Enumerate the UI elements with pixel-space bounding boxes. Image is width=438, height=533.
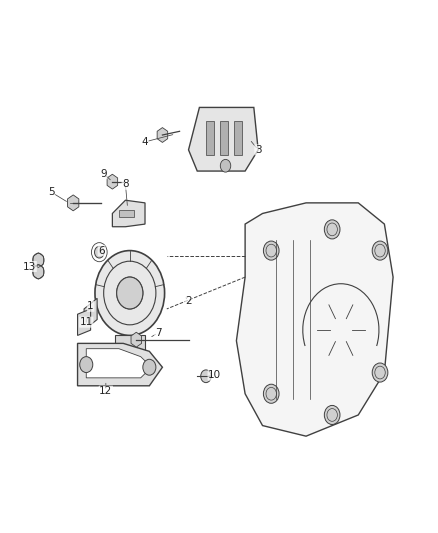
Polygon shape bbox=[188, 108, 258, 171]
Circle shape bbox=[324, 220, 340, 239]
Circle shape bbox=[372, 241, 388, 260]
Circle shape bbox=[80, 357, 93, 373]
Polygon shape bbox=[237, 203, 393, 436]
Polygon shape bbox=[86, 349, 152, 378]
Text: 3: 3 bbox=[255, 145, 261, 155]
Circle shape bbox=[324, 406, 340, 424]
Circle shape bbox=[117, 277, 143, 309]
Text: 6: 6 bbox=[98, 246, 105, 256]
Circle shape bbox=[372, 363, 388, 382]
Polygon shape bbox=[220, 120, 228, 155]
Text: 2: 2 bbox=[185, 296, 192, 306]
Text: 7: 7 bbox=[155, 328, 161, 338]
Circle shape bbox=[143, 359, 156, 375]
Circle shape bbox=[33, 253, 44, 267]
Text: 8: 8 bbox=[122, 179, 129, 189]
Polygon shape bbox=[84, 298, 97, 330]
Polygon shape bbox=[78, 309, 91, 335]
Circle shape bbox=[263, 384, 279, 403]
Circle shape bbox=[220, 159, 231, 172]
Circle shape bbox=[68, 197, 78, 209]
Ellipse shape bbox=[95, 251, 165, 335]
Polygon shape bbox=[78, 343, 162, 386]
Polygon shape bbox=[67, 195, 79, 211]
Text: 12: 12 bbox=[99, 386, 113, 396]
Text: 10: 10 bbox=[208, 370, 221, 380]
Text: 13: 13 bbox=[23, 262, 36, 271]
Polygon shape bbox=[157, 127, 168, 142]
Circle shape bbox=[263, 241, 279, 260]
Polygon shape bbox=[115, 335, 145, 351]
Circle shape bbox=[95, 246, 104, 258]
Text: 4: 4 bbox=[142, 137, 148, 147]
Text: 1: 1 bbox=[87, 301, 94, 311]
Polygon shape bbox=[107, 174, 118, 189]
Polygon shape bbox=[113, 200, 145, 227]
Polygon shape bbox=[131, 332, 141, 347]
Text: 11: 11 bbox=[80, 317, 93, 327]
Circle shape bbox=[201, 370, 211, 383]
Text: 9: 9 bbox=[100, 169, 107, 179]
Polygon shape bbox=[119, 210, 134, 217]
Polygon shape bbox=[234, 120, 242, 155]
Circle shape bbox=[33, 265, 44, 279]
Polygon shape bbox=[206, 120, 214, 155]
Text: 5: 5 bbox=[48, 187, 55, 197]
